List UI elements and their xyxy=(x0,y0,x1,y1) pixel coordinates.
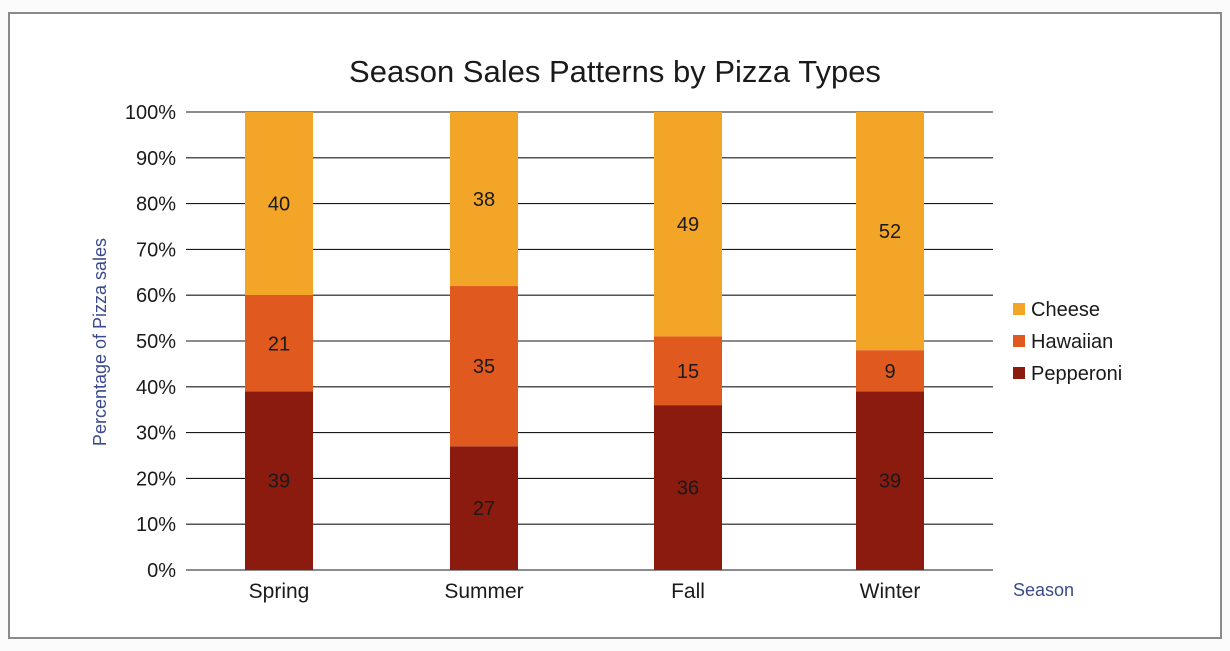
legend-swatch-cheese xyxy=(1013,303,1025,315)
x-axis-label: Season xyxy=(1013,580,1074,600)
data-label: 27 xyxy=(473,498,495,520)
data-label: 21 xyxy=(268,333,290,355)
bar-segment-cheese-fall xyxy=(654,112,722,337)
y-tick-label: 100% xyxy=(125,102,176,124)
bar-segment-hawaiian-summer xyxy=(450,286,518,447)
legend-swatch-pepperoni xyxy=(1013,367,1025,379)
x-tick-label: Fall xyxy=(671,580,705,603)
bar-segment-pepperoni-winter xyxy=(856,391,924,570)
y-tick-label: 10% xyxy=(136,514,176,536)
bar-segment-pepperoni-spring xyxy=(245,391,313,570)
legend-label: Hawaiian xyxy=(1031,331,1113,353)
bar-segment-hawaiian-fall xyxy=(654,336,722,406)
y-tick-label: 60% xyxy=(136,285,176,307)
y-tick-label: 90% xyxy=(136,148,176,170)
x-tick-label: Spring xyxy=(249,580,310,603)
chart-title: Season Sales Patterns by Pizza Types xyxy=(349,54,881,89)
bars xyxy=(245,112,924,570)
y-tick-label: 80% xyxy=(136,194,176,216)
bar-segment-pepperoni-summer xyxy=(450,446,518,570)
bar-segment-cheese-spring xyxy=(245,112,313,296)
y-axis-label: Percentage of Pizza sales xyxy=(90,238,110,446)
data-label: 35 xyxy=(473,356,495,378)
y-tick-label: 50% xyxy=(136,331,176,353)
axes: 0% 10% 20% 30% 40% 50% 60% 70% 80% 90% 100% Spring S… xyxy=(125,102,921,603)
bar-segment-pepperoni-fall xyxy=(654,405,722,570)
y-tick-label: 70% xyxy=(136,239,176,261)
legend-label: Cheese xyxy=(1031,299,1100,321)
bar-segment-cheese-winter xyxy=(856,112,924,351)
chart-frame xyxy=(8,12,1222,639)
data-label: 39 xyxy=(268,471,290,493)
legend-label: Pepperoni xyxy=(1031,363,1122,385)
y-tick-label: 20% xyxy=(136,468,176,490)
legend: Cheese Hawaiian Pepperoni xyxy=(1013,299,1122,385)
data-label: 36 xyxy=(677,478,699,500)
data-label: 39 xyxy=(879,471,901,493)
y-tick-label: 40% xyxy=(136,377,176,399)
data-label: 40 xyxy=(268,194,290,216)
bar-segment-hawaiian-winter xyxy=(856,350,924,392)
data-label: 9 xyxy=(884,361,895,383)
legend-swatch-hawaiian xyxy=(1013,335,1025,347)
data-label: 15 xyxy=(677,361,699,383)
y-tick-label: 30% xyxy=(136,423,176,445)
y-tick-label: 0% xyxy=(147,560,176,582)
data-label: 38 xyxy=(473,189,495,211)
data-label: 49 xyxy=(677,214,699,236)
x-tick-label: Summer xyxy=(444,580,523,603)
bar-segment-cheese-summer xyxy=(450,112,518,287)
x-tick-label: Winter xyxy=(860,580,921,603)
data-labels: 39 21 40 27 35 38 36 15 49 39 9 52 xyxy=(268,189,901,520)
bar-segment-hawaiian-spring xyxy=(245,295,313,392)
data-label: 52 xyxy=(879,221,901,243)
